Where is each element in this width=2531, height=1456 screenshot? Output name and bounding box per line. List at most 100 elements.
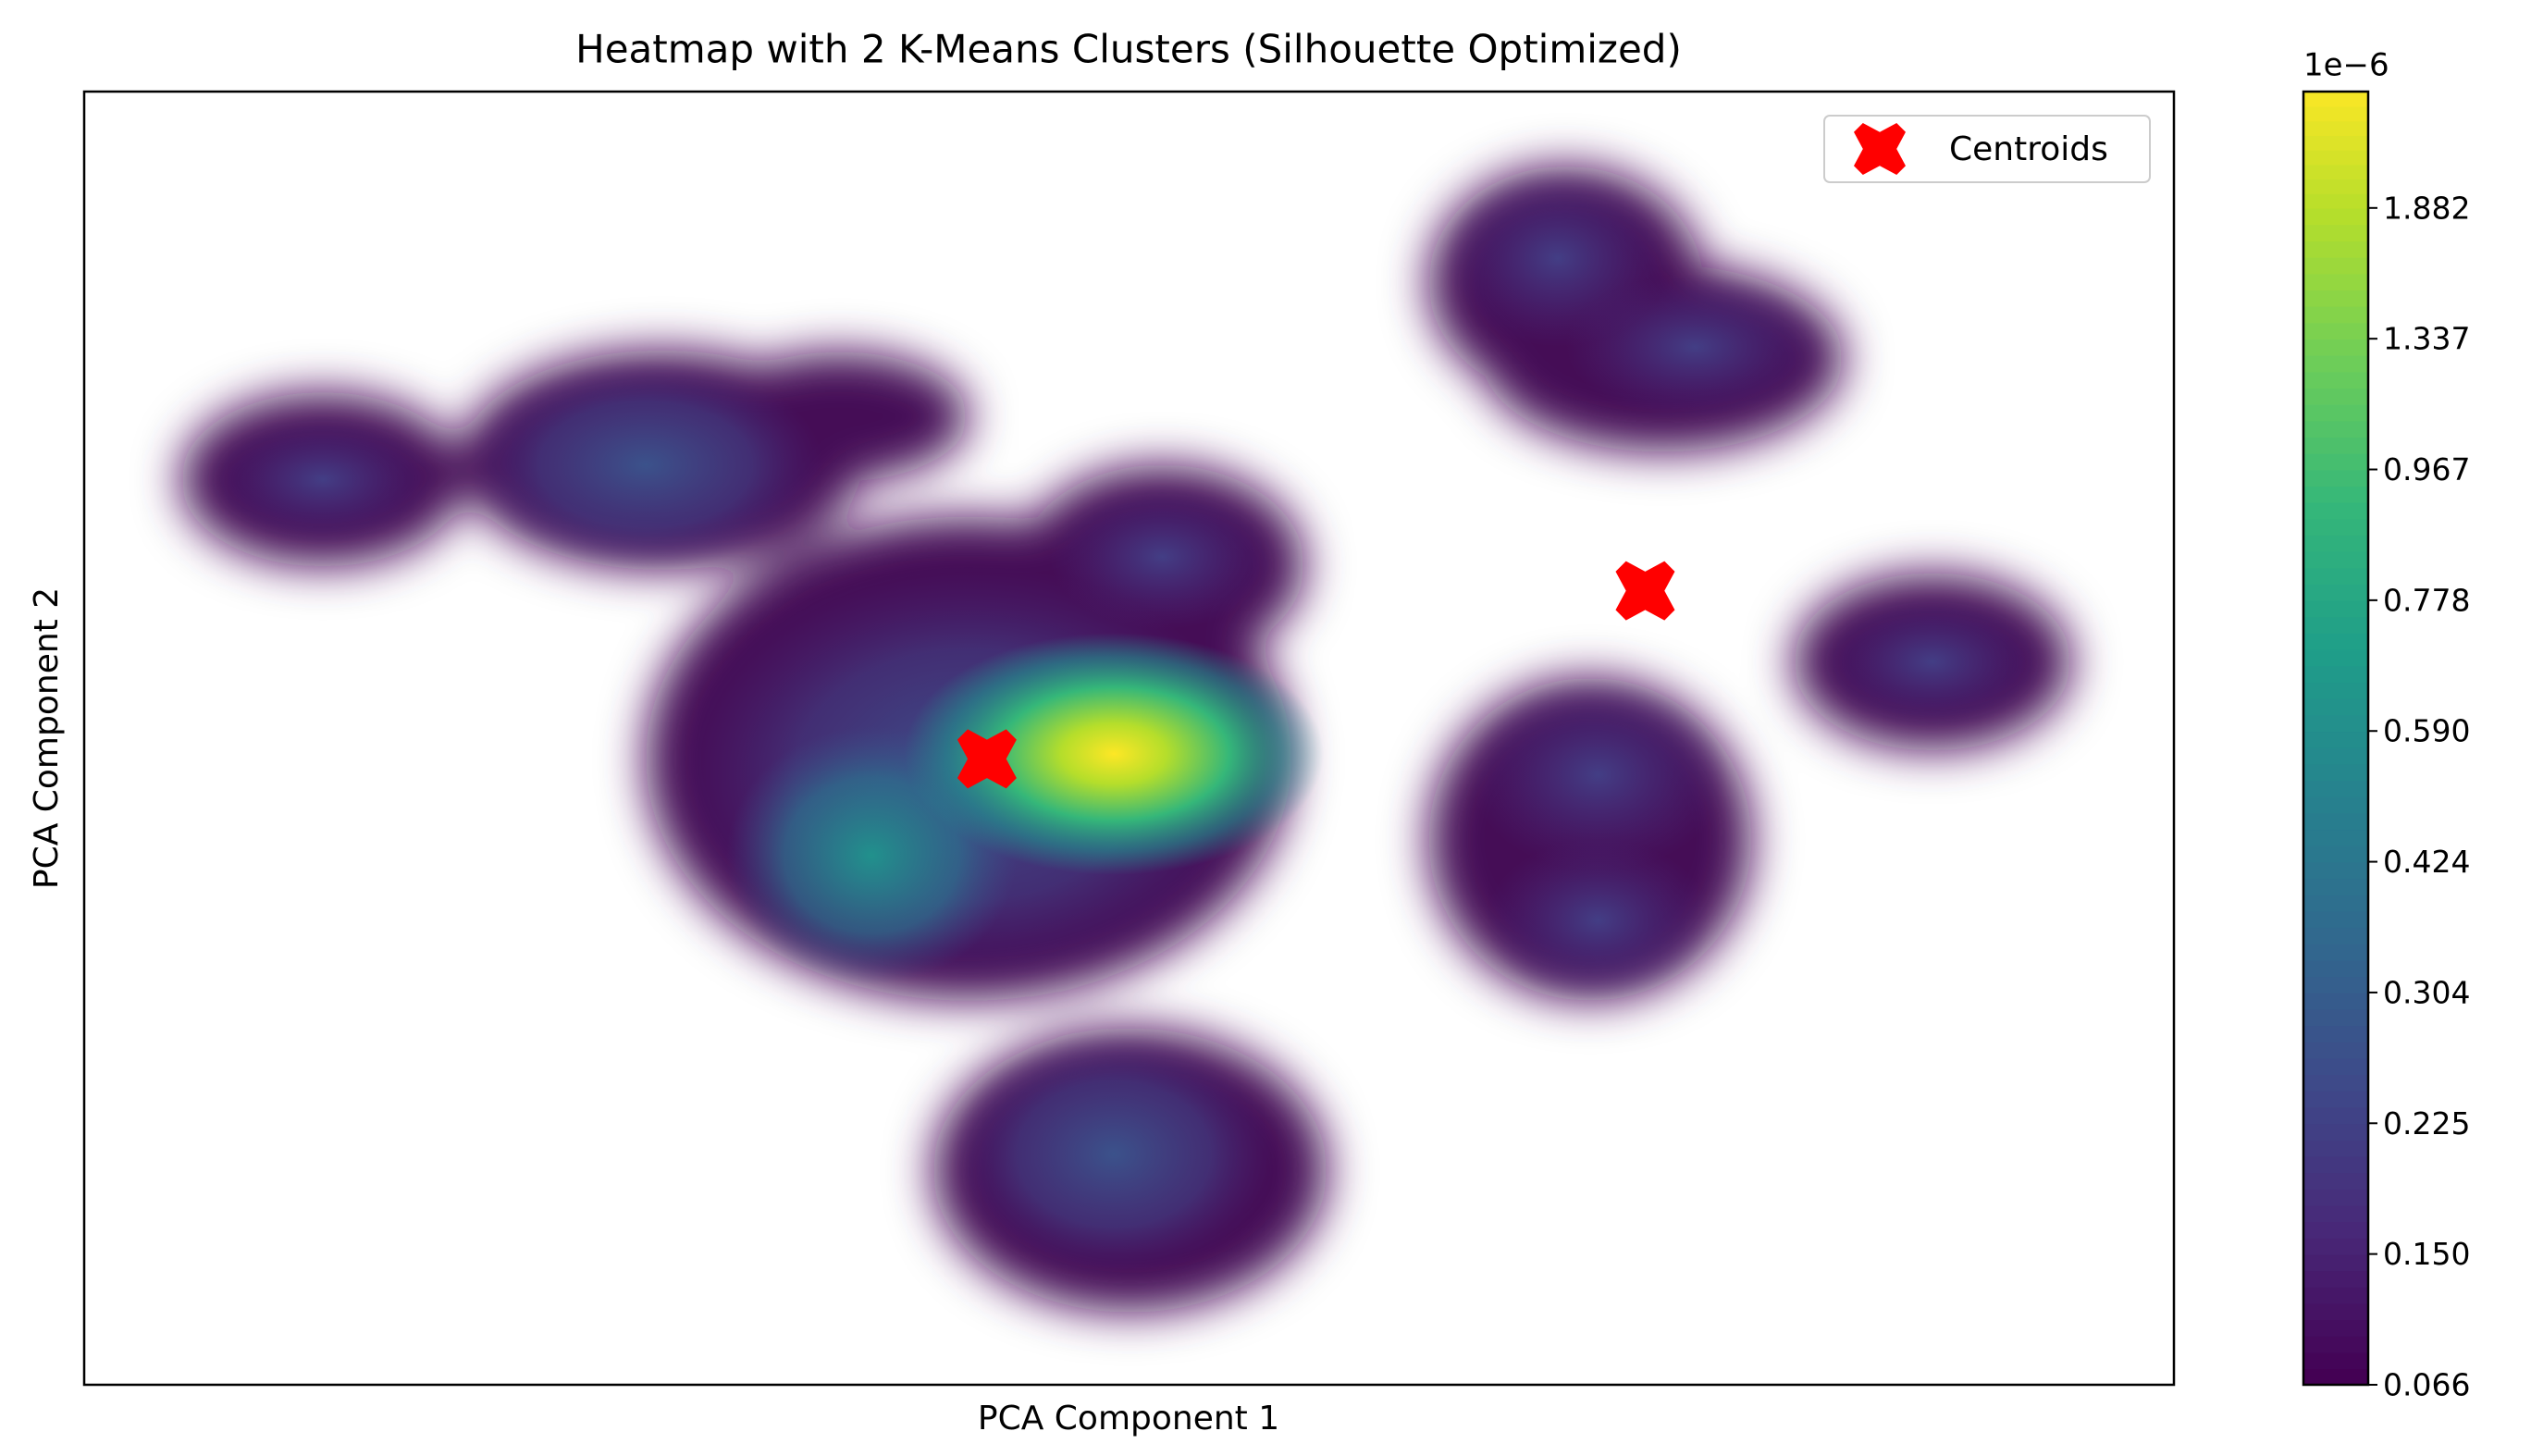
colorbar-segment bbox=[2303, 910, 2368, 929]
density-heatmap bbox=[180, 166, 2071, 1313]
centroid-shape bbox=[1615, 561, 1675, 621]
colorbar-segment bbox=[2303, 1286, 2368, 1304]
colorbar-segment bbox=[2303, 388, 2368, 405]
colorbar-segment bbox=[2303, 1253, 2368, 1272]
colorbar-segment bbox=[2303, 354, 2368, 373]
colorbar-segment bbox=[2303, 1368, 2368, 1386]
colorbar-segment bbox=[2303, 1041, 2368, 1059]
legend-label: Centroids bbox=[1949, 130, 2108, 168]
colorbar-segment bbox=[2303, 437, 2368, 454]
colorbar-tick-label: 0.150 bbox=[2383, 1236, 2470, 1272]
colorbar-segment bbox=[2303, 322, 2368, 339]
colorbar-segment bbox=[2303, 1106, 2368, 1125]
colorbar-segment bbox=[2303, 1090, 2368, 1108]
colorbar-segment bbox=[2303, 339, 2368, 356]
colorbar-tick-label: 0.304 bbox=[2383, 974, 2470, 1010]
colorbar-segment bbox=[2303, 105, 2368, 122]
colorbar-segment bbox=[2303, 120, 2368, 136]
colorbar-segment bbox=[2303, 1221, 2368, 1239]
colorbar-segment bbox=[2303, 1237, 2368, 1255]
colorbar-tick-label: 1.337 bbox=[2383, 321, 2470, 357]
colorbar-segment bbox=[2303, 682, 2368, 699]
colorbar-segment bbox=[2303, 179, 2368, 194]
colorbar-segment bbox=[2303, 256, 2368, 275]
colorbar-frame bbox=[2302, 90, 2370, 1387]
colorbar-segment bbox=[2303, 633, 2368, 650]
colorbar-tick-label: 0.066 bbox=[2383, 1367, 2470, 1403]
plot-frame bbox=[82, 90, 2176, 1387]
colorbar-segment bbox=[2303, 943, 2368, 961]
colorbar-segment bbox=[2303, 135, 2368, 151]
colorbar-segment bbox=[2303, 599, 2368, 618]
colorbar-segment bbox=[2303, 535, 2368, 552]
colorbar-segment bbox=[2303, 452, 2368, 471]
colorbar-segment bbox=[2303, 1351, 2368, 1370]
colorbar-segment bbox=[2303, 305, 2368, 324]
colorbar-segment bbox=[2303, 1025, 2368, 1043]
colorbar-segment bbox=[2303, 273, 2368, 290]
colorbar-segment bbox=[2303, 420, 2368, 438]
colorbar-segment bbox=[2303, 616, 2368, 635]
colorbar-tick-label: 0.225 bbox=[2383, 1105, 2470, 1141]
colorbar-segment bbox=[2303, 1302, 2368, 1321]
colorbar-segment bbox=[2303, 550, 2368, 569]
colorbar-segment bbox=[2303, 149, 2368, 166]
x-axis-label: PCA Component 1 bbox=[978, 1400, 1279, 1437]
colorbar-segment bbox=[2303, 193, 2368, 209]
colorbar-segment bbox=[2303, 812, 2368, 831]
centroid-shape bbox=[957, 729, 1017, 789]
colorbar-tick-label: 0.424 bbox=[2383, 844, 2470, 880]
colorbar-segment bbox=[2303, 992, 2368, 1010]
colorbar-segment bbox=[2303, 92, 2368, 107]
colorbar-segment bbox=[2303, 894, 2368, 912]
colorbar-segment bbox=[2303, 1155, 2368, 1174]
colorbar-segment bbox=[2303, 241, 2368, 258]
centroid-marker bbox=[1854, 123, 1906, 175]
colorbar-segment bbox=[2303, 164, 2368, 180]
colorbar-segment bbox=[2303, 1188, 2368, 1206]
colorbar-tick-label: 0.590 bbox=[2383, 713, 2470, 749]
y-axis-label: PCA Component 2 bbox=[28, 587, 66, 889]
colorbar-tick-label: 0.778 bbox=[2383, 582, 2470, 618]
colorbar-tick-label: 1.882 bbox=[2383, 190, 2470, 226]
colorbar-segment bbox=[2303, 371, 2368, 389]
colorbar-segment bbox=[2303, 763, 2368, 782]
colorbar-segment bbox=[2303, 1123, 2368, 1141]
colorbar-segment bbox=[2303, 1270, 2368, 1288]
colorbar-segment bbox=[2303, 697, 2368, 716]
colorbar-segment bbox=[2303, 780, 2368, 797]
colorbar-segment bbox=[2303, 829, 2368, 846]
colorbar-segment bbox=[2303, 1335, 2368, 1353]
colorbar-segment bbox=[2303, 976, 2368, 993]
colorbar-segment bbox=[2303, 796, 2368, 814]
colorbar-segment bbox=[2303, 207, 2368, 226]
colorbar-segment bbox=[2303, 1057, 2368, 1076]
legend-box bbox=[1823, 115, 2151, 183]
centroid-marker bbox=[957, 729, 1017, 789]
colorbar-segment bbox=[2303, 731, 2368, 748]
chart-title: Heatmap with 2 K-Means Clusters (Silhoue… bbox=[575, 27, 1682, 72]
colorbar-segment bbox=[2303, 224, 2368, 241]
colorbar-segment bbox=[2303, 1008, 2368, 1027]
colorbar-offset-label: 1e−6 bbox=[2303, 47, 2389, 84]
colorbar-segment bbox=[2303, 403, 2368, 422]
colorbar-segment bbox=[2303, 747, 2368, 765]
colorbar-segment bbox=[2303, 959, 2368, 978]
colorbar-segment bbox=[2303, 1319, 2368, 1337]
colorbar-segment bbox=[2303, 486, 2368, 503]
centroid-shape bbox=[1854, 123, 1906, 175]
colorbar-segment bbox=[2303, 665, 2368, 684]
colorbar-segment bbox=[2303, 648, 2368, 667]
colorbar-segment bbox=[2303, 1172, 2368, 1190]
colorbar-segment bbox=[2303, 584, 2368, 601]
colorbar-tick-label: 0.967 bbox=[2383, 451, 2470, 487]
colorbar-segment bbox=[2303, 518, 2368, 536]
colorbar-segment bbox=[2303, 1074, 2368, 1092]
colorbar-segment bbox=[2303, 927, 2368, 944]
colorbar-segment bbox=[2303, 878, 2368, 895]
colorbar-segment bbox=[2303, 714, 2368, 733]
colorbar-segment bbox=[2303, 501, 2368, 520]
colorbar-segment bbox=[2303, 861, 2368, 880]
colorbar-segment bbox=[2303, 845, 2368, 863]
colorbar-segment bbox=[2303, 567, 2368, 586]
